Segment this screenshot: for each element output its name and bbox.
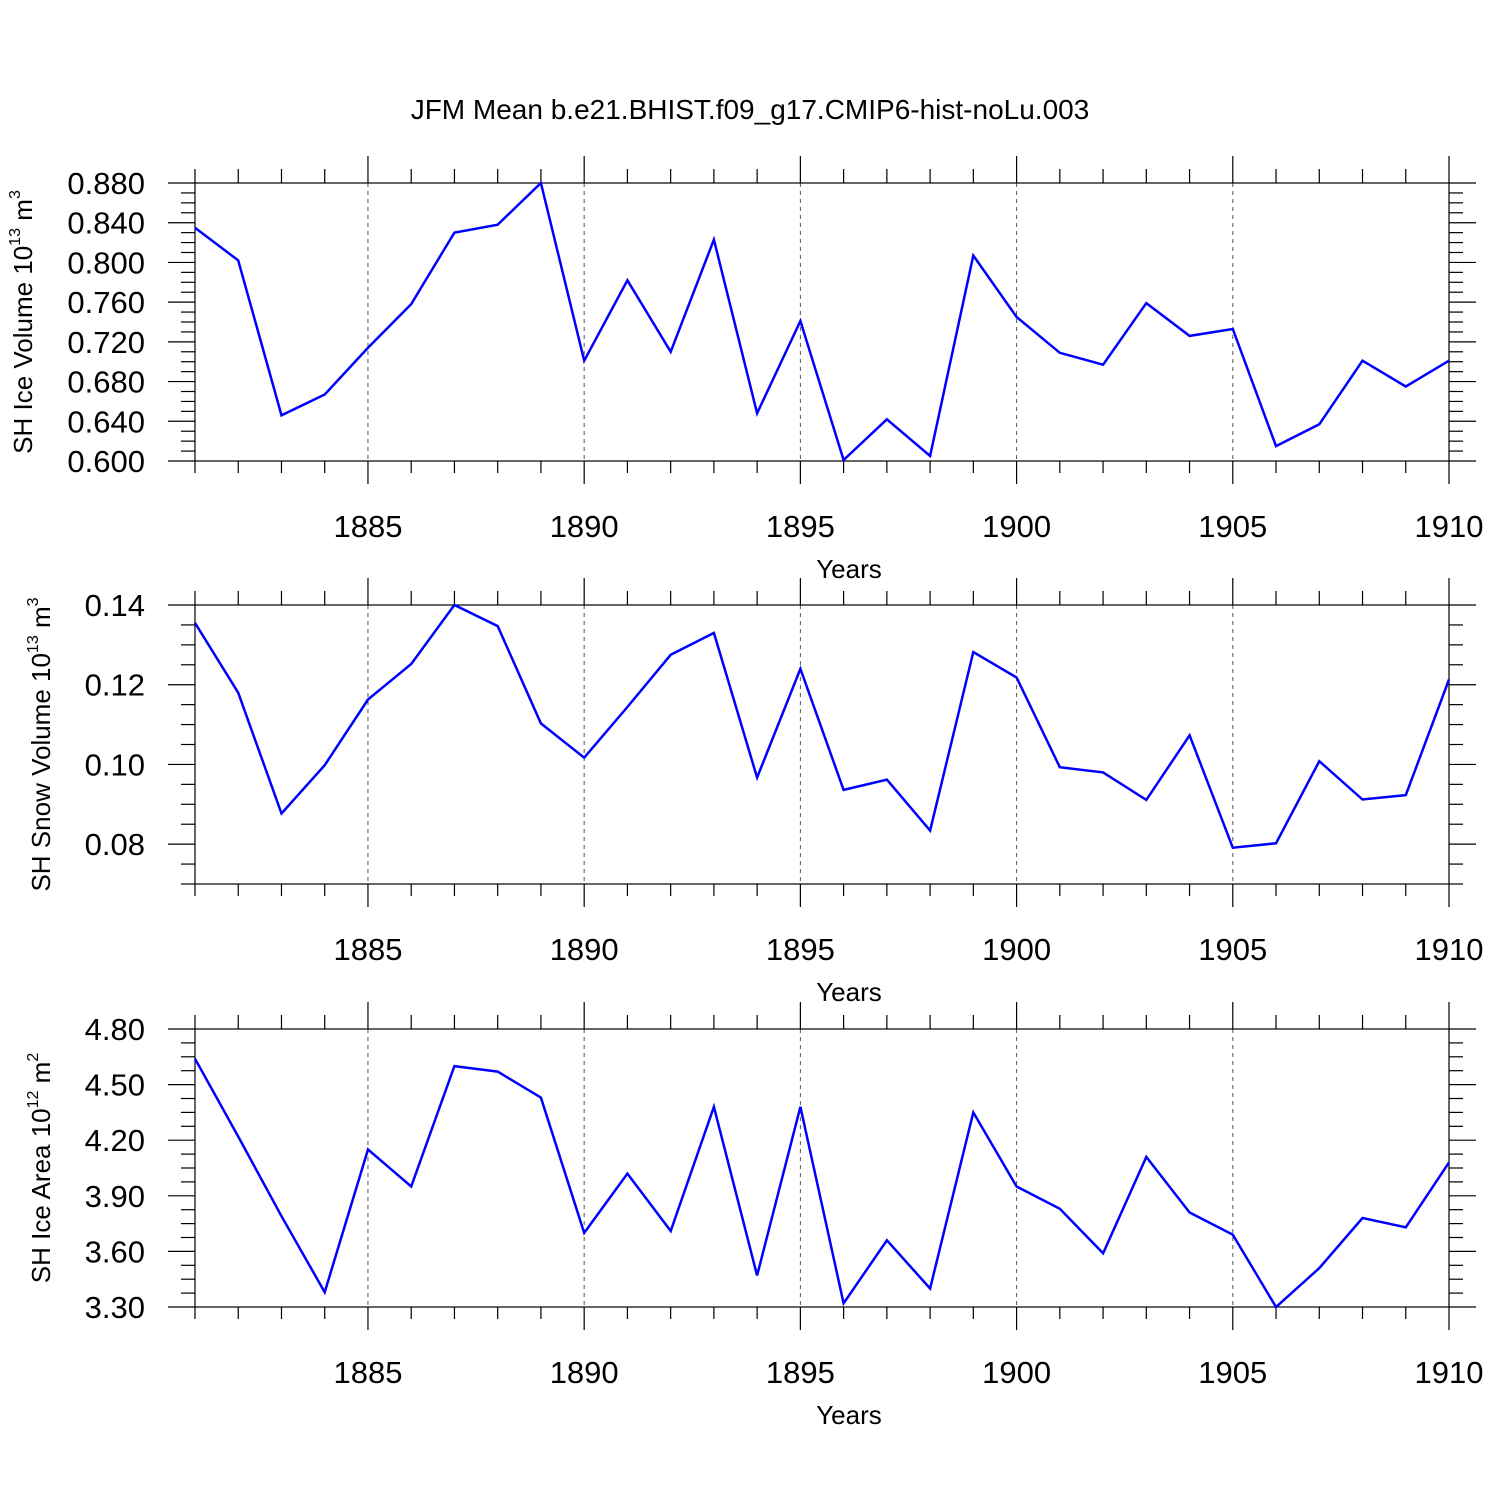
x-tick-label: 1885 xyxy=(333,932,402,967)
y-axis-label: SH Ice Volume 1013 m3 xyxy=(7,190,38,454)
x-tick-label: 1910 xyxy=(1415,932,1484,967)
y-axis-label-exponent: 13 xyxy=(25,635,42,653)
y-tick-label: 0.14 xyxy=(85,588,145,623)
snow-volume-series-line xyxy=(193,603,1451,850)
y-tick-label: 0.640 xyxy=(67,404,145,439)
y-axis-label-unit: m xyxy=(26,606,56,635)
plot-frame xyxy=(194,604,1450,885)
x-tick-label: 1885 xyxy=(333,1355,402,1390)
plot-frame xyxy=(194,1028,1450,1308)
x-tick-label: 1905 xyxy=(1198,932,1267,967)
ice-area-series-line xyxy=(193,1058,1451,1309)
y-axis-label-unit: m xyxy=(26,1062,56,1091)
y-axis-label-unit-exponent: 3 xyxy=(25,597,42,606)
y-axis-label-exponent: 13 xyxy=(7,228,24,246)
y-axis-label: SH Ice Area 1012 m2 xyxy=(25,1053,56,1284)
x-tick-label: 1895 xyxy=(766,932,835,967)
y-tick-label: 0.760 xyxy=(67,285,145,320)
y-tick-label: 3.30 xyxy=(85,1290,145,1325)
y-axis-label-unit-exponent: 2 xyxy=(25,1053,42,1062)
y-tick-label: 0.720 xyxy=(67,325,145,360)
x-tick-label: 1900 xyxy=(982,509,1051,544)
x-tick-label: 1890 xyxy=(550,932,619,967)
y-tick-label: 0.800 xyxy=(67,245,145,280)
snow-volume-panel: 0.08 0.10 0.12 0.14 1885 1890 1895 1900 1905 1910… xyxy=(25,578,1483,1007)
x-tick-label: 1890 xyxy=(550,509,619,544)
y-tick-label: 0.10 xyxy=(85,747,145,782)
y-tick-label: 3.60 xyxy=(85,1234,145,1269)
x-tick-label: 1905 xyxy=(1198,509,1267,544)
y-axis-label-main: SH Snow Volume 10 xyxy=(26,653,56,891)
y-tick-label: 0.840 xyxy=(67,206,145,241)
x-tick-label: 1895 xyxy=(766,509,835,544)
x-tick-label: 1895 xyxy=(766,1355,835,1390)
x-tick-label: 1885 xyxy=(333,509,402,544)
y-tick-label: 4.20 xyxy=(85,1123,145,1158)
x-tick-label: 1900 xyxy=(982,932,1051,967)
y-axis-label-main: SH Ice Volume 10 xyxy=(8,246,38,454)
x-axis-label: Years xyxy=(816,977,882,1007)
x-tick-label: 1890 xyxy=(550,1355,619,1390)
y-axis-label-unit: m xyxy=(8,199,38,228)
y-tick-label: 0.600 xyxy=(67,444,145,479)
chart-title: JFM Mean b.e21.BHIST.f09_g17.CMIP6-hist-… xyxy=(411,94,1090,125)
ice-volume-panel: 0.600 0.640 0.680 0.720 0.760 0.800 0.840 0.880… xyxy=(7,156,1483,584)
ice-area-panel: 3.30 3.60 3.90 4.20 4.50 4.80 1885 1890 1895 1900… xyxy=(25,1002,1483,1430)
x-tick-label: 1905 xyxy=(1198,1355,1267,1390)
y-axis-label-main: SH Ice Area 10 xyxy=(26,1108,56,1283)
x-tick-label: 1900 xyxy=(982,1355,1051,1390)
plot-frame xyxy=(194,182,1450,462)
y-axis-label-unit-exponent: 3 xyxy=(7,190,24,199)
y-tick-label: 0.12 xyxy=(85,668,145,703)
x-axis-label: Years xyxy=(816,1400,882,1430)
y-tick-label: 4.80 xyxy=(85,1012,145,1047)
ice-volume-series-line xyxy=(194,180,1450,463)
y-tick-label: 4.50 xyxy=(85,1068,145,1103)
y-axis-label: SH Snow Volume 1013 m3 xyxy=(25,597,56,891)
x-axis-label: Years xyxy=(816,554,882,584)
y-tick-label: 0.08 xyxy=(85,827,145,862)
y-tick-label: 0.880 xyxy=(67,166,145,201)
y-tick-label: 0.680 xyxy=(67,365,145,400)
x-tick-label: 1910 xyxy=(1415,509,1484,544)
y-tick-label: 3.90 xyxy=(85,1179,145,1214)
y-axis-label-exponent: 12 xyxy=(25,1090,42,1108)
x-tick-label: 1910 xyxy=(1415,1355,1484,1390)
